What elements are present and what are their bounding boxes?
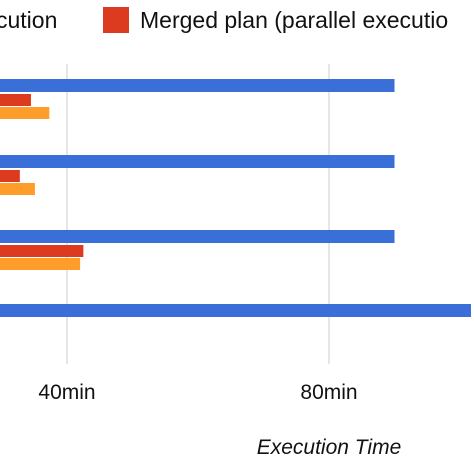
bar-series-1-group-3 <box>0 230 395 243</box>
bar-series-1-group-2 <box>0 155 395 168</box>
bar-series-2-group-3 <box>0 245 84 257</box>
x-tick-label-80min: 80min <box>300 381 357 404</box>
bars <box>0 79 471 317</box>
bar-series-1-group-1 <box>0 79 395 92</box>
x-tick-label-40min: 40min <box>38 381 95 404</box>
bar-series-2-group-1 <box>0 94 31 106</box>
legend-swatch-series-2 <box>103 7 129 33</box>
bar-series-3-group-3 <box>0 258 81 270</box>
legend-label-series-1: cution <box>0 7 57 33</box>
bar-series-2-group-2 <box>0 170 20 182</box>
x-tick-labels: 40min 80min <box>38 381 357 404</box>
bar-series-3-group-1 <box>0 107 50 119</box>
legend: cution Merged plan (parallel executio <box>0 7 448 33</box>
bar-series-3-group-2 <box>0 183 35 195</box>
gridlines <box>66 64 330 364</box>
bar-series-1-group-4 <box>0 304 471 317</box>
legend-label-series-2: Merged plan (parallel executio <box>140 7 448 33</box>
x-axis-title: Execution Time <box>257 436 402 459</box>
